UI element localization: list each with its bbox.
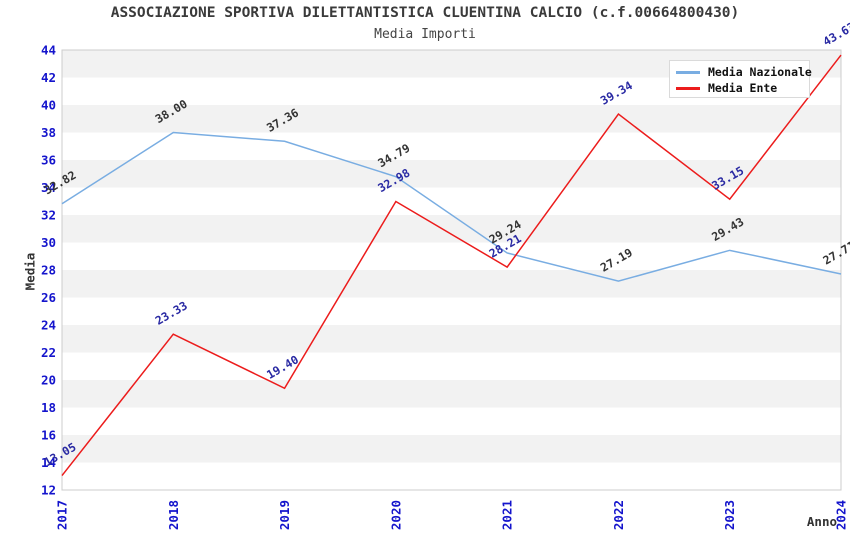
data-label: 23.33 bbox=[153, 298, 190, 327]
grid-band bbox=[62, 325, 841, 353]
grid-band bbox=[62, 435, 841, 463]
y-tick-label: 26 bbox=[41, 290, 56, 305]
y-axis-title: Media bbox=[22, 252, 38, 291]
legend-line-swatch bbox=[676, 86, 700, 90]
grid-band bbox=[62, 215, 841, 243]
legend-item-media-nazionale: Media Nazionale bbox=[676, 64, 812, 80]
legend-item-media-ente: Media Ente bbox=[676, 80, 809, 96]
series-line-media-nazionale bbox=[61, 131, 842, 282]
x-tick-label: 2023 bbox=[722, 500, 737, 530]
y-tick-label: 18 bbox=[41, 400, 56, 415]
grid-band bbox=[62, 160, 841, 188]
data-label: 39.34 bbox=[598, 78, 635, 107]
data-label: 32.82 bbox=[42, 168, 79, 197]
data-label: 27.71 bbox=[821, 238, 850, 267]
data-label: 19.40 bbox=[264, 352, 301, 381]
chart-title: ASSOCIAZIONE SPORTIVA DILETTANTISTICA CL… bbox=[110, 5, 740, 21]
y-tick-label: 38 bbox=[41, 125, 56, 140]
y-tick-label: 36 bbox=[41, 153, 56, 168]
x-tick-label: 2017 bbox=[55, 500, 70, 530]
x-axis-title: Anno bbox=[806, 514, 837, 529]
legend: Media Nazionale Media Ente bbox=[669, 60, 812, 98]
y-tick-label: 12 bbox=[41, 483, 56, 498]
y-tick-label: 28 bbox=[41, 263, 56, 278]
y-tick-label: 40 bbox=[41, 98, 56, 113]
y-tick-label: 22 bbox=[41, 345, 56, 360]
y-tick-label: 42 bbox=[41, 70, 56, 85]
grid-band bbox=[62, 105, 841, 133]
y-tick-label: 44 bbox=[41, 43, 56, 58]
x-tick-label: 2020 bbox=[388, 500, 403, 530]
y-tick-label: 14 bbox=[41, 455, 56, 470]
legend-line-swatch bbox=[676, 70, 700, 74]
series-line-media-ente bbox=[61, 54, 842, 477]
legend-label: Media Ente bbox=[708, 81, 778, 95]
x-tick-label: 2019 bbox=[277, 500, 292, 530]
plot-border bbox=[61, 49, 842, 491]
chart-subtitle: Media Importi bbox=[374, 27, 476, 42]
x-tick-label: 2018 bbox=[166, 500, 181, 530]
grid-band bbox=[62, 270, 841, 298]
y-tick-label: 30 bbox=[41, 235, 56, 250]
grid-band bbox=[62, 380, 841, 408]
y-tick-label: 34 bbox=[41, 180, 56, 195]
y-tick-label: 16 bbox=[41, 428, 56, 443]
y-tick-label: 24 bbox=[41, 318, 56, 333]
y-tick-label: 32 bbox=[41, 208, 56, 223]
data-label: 43.63 bbox=[821, 19, 850, 48]
x-tick-label: 2022 bbox=[611, 500, 626, 530]
y-tick-label: 20 bbox=[41, 373, 56, 388]
legend-label: Media Nazionale bbox=[708, 65, 812, 79]
x-tick-label: 2021 bbox=[500, 500, 515, 530]
data-label: 13.05 bbox=[42, 440, 79, 469]
x-tick-label: 2024 bbox=[834, 500, 849, 530]
